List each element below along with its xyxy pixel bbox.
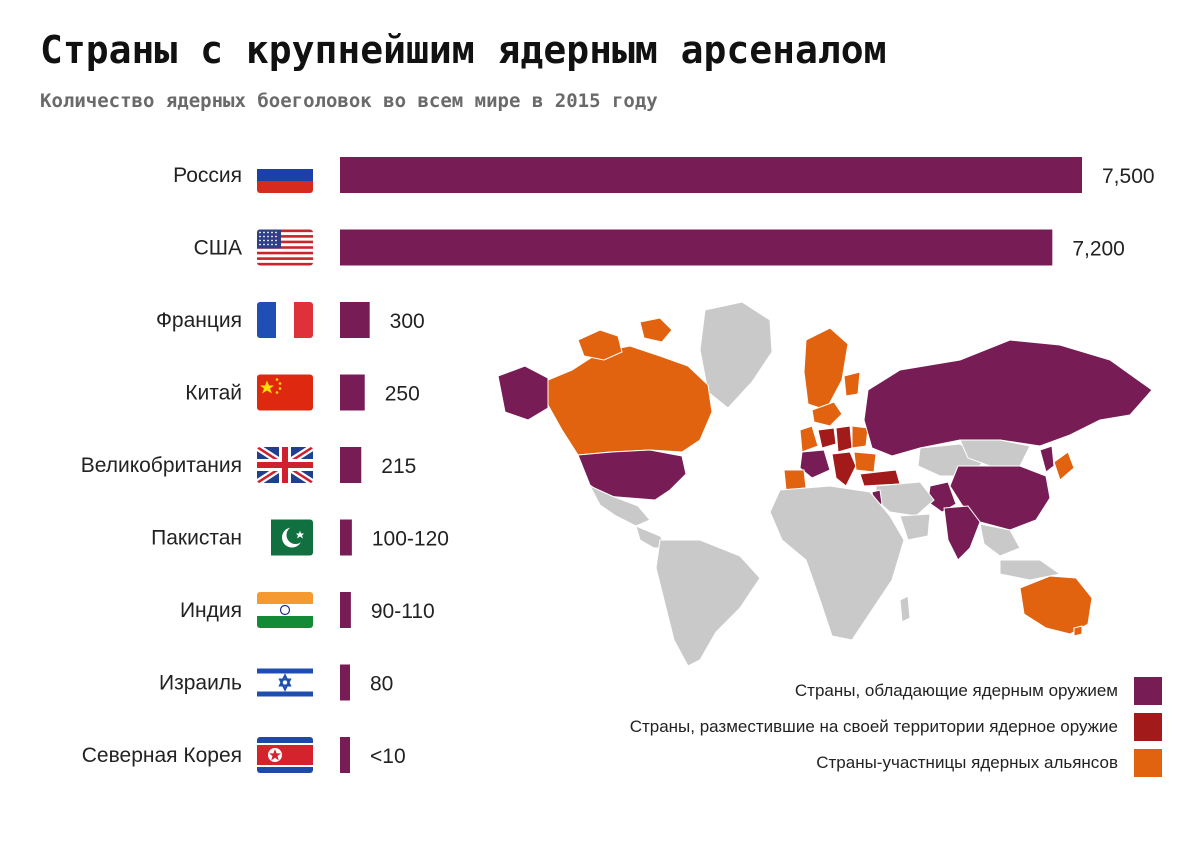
- map-region-indonesia: [999, 559, 1062, 581]
- pakistan-flag-icon: [257, 519, 313, 556]
- bar-row: Франция 300: [156, 302, 425, 338]
- map-region-canada: [547, 345, 713, 456]
- map-region-canada-islands: [577, 329, 623, 361]
- map-region-greenland: [699, 301, 773, 409]
- legend-swatch: [1134, 713, 1162, 741]
- map-region-canada-islands-2: [639, 317, 673, 343]
- bar-row: Великобритания 215: [81, 447, 416, 483]
- value-label: 7,200: [1072, 238, 1125, 261]
- bar-row: Китай 250: [185, 374, 420, 411]
- legend-swatch: [1134, 749, 1162, 777]
- legend-item-hosting-states: Страны, разместившие на своей территории…: [502, 712, 1162, 742]
- israel-flag-icon: [257, 664, 313, 701]
- map-region-italy: [831, 451, 857, 487]
- map-region-southeast-asia: [979, 523, 1021, 557]
- bar: [340, 737, 350, 773]
- map-region-iberia: [783, 469, 807, 491]
- bar: [340, 664, 350, 701]
- bar: [340, 374, 365, 411]
- map-region-china: [949, 465, 1051, 531]
- russia-flag-icon: [257, 157, 313, 193]
- map-region-finland-baltic: [843, 371, 861, 397]
- chart-title: Страны с крупнейшим ядерным арсеналом: [40, 28, 887, 72]
- country-label: Франция: [156, 309, 242, 332]
- bar-row: Северная Корея <10: [82, 737, 406, 773]
- country-label: Пакистан: [151, 527, 242, 550]
- bar: [340, 229, 1053, 266]
- country-label: США: [194, 237, 242, 260]
- map-region-alaska: [497, 365, 549, 421]
- map-region-uk: [799, 425, 819, 453]
- country-label: Израиль: [159, 672, 242, 695]
- world-map-icon: [497, 301, 1153, 667]
- north-korea-flag-icon: [257, 737, 313, 773]
- legend: Страны, обладающие ядерным оружием Стран…: [502, 676, 1162, 784]
- map-region-australia: [1019, 575, 1093, 635]
- bar: [340, 157, 1082, 193]
- legend-item-alliance-members: Страны-участницы ядерных альянсов: [502, 748, 1162, 778]
- map-region-turkey: [859, 469, 901, 487]
- map-region-africa: [769, 485, 905, 641]
- country-label: Китай: [185, 382, 242, 405]
- map-region-germany: [835, 425, 853, 453]
- legend-label: Страны, обладающие ядерным оружием: [794, 681, 1118, 700]
- map-region-arabia: [899, 513, 931, 541]
- value-label: <10: [370, 745, 406, 768]
- map-region-north-korea: [1039, 445, 1055, 473]
- legend-label: Страны-участницы ядерных альянсов: [816, 753, 1118, 772]
- bar: [340, 447, 362, 483]
- bar: [340, 519, 352, 556]
- bar-row: Израиль 80: [159, 664, 393, 701]
- map-region-mexico: [588, 484, 651, 527]
- map-region-russia: [863, 339, 1153, 457]
- value-label: 300: [390, 310, 425, 333]
- value-label: 7,500: [1102, 165, 1155, 188]
- bar: [340, 302, 370, 338]
- china-flag-icon: [257, 374, 313, 411]
- map-region-denmark: [811, 401, 843, 427]
- bar-row: Индия 90-110: [180, 592, 435, 628]
- country-label: Северная Корея: [82, 744, 242, 767]
- chart-subtitle: Количество ядерных боеголовок во всем ми…: [40, 90, 658, 112]
- map-region-tasmania: [1073, 625, 1083, 637]
- value-label: 80: [370, 673, 393, 696]
- map-region-south-america: [655, 539, 761, 667]
- map-region-france: [799, 449, 831, 479]
- map-region-india: [943, 505, 981, 561]
- map-region-netherlands-belgium: [817, 427, 837, 449]
- legend-item-nuclear-states: Страны, обладающие ядерным оружием: [502, 676, 1162, 706]
- value-label: 100-120: [372, 528, 449, 551]
- value-label: 215: [381, 455, 416, 478]
- france-flag-icon: [257, 302, 313, 338]
- legend-label: Страны, разместившие на своей территории…: [629, 717, 1118, 736]
- map-region-scandinavia: [803, 327, 849, 411]
- india-flag-icon: [257, 592, 313, 628]
- map-region-balkans: [853, 451, 877, 473]
- map-region-madagascar: [899, 595, 911, 623]
- value-label: 250: [385, 383, 420, 406]
- bar-row: Россия 7,500: [173, 157, 1155, 193]
- usa-flag-icon: [257, 229, 313, 266]
- country-label: Великобритания: [81, 454, 242, 477]
- value-label: 90-110: [371, 600, 435, 623]
- legend-swatch: [1134, 677, 1162, 705]
- bar-row: США 7,200: [194, 229, 1125, 266]
- bar: [340, 592, 351, 628]
- country-label: Россия: [173, 164, 242, 187]
- map-region-poland: [851, 425, 869, 449]
- bar-row: Пакистан 100-120: [151, 519, 449, 556]
- country-label: Индия: [180, 599, 242, 622]
- uk-flag-icon: [257, 447, 313, 483]
- map-region-japan: [1053, 451, 1075, 481]
